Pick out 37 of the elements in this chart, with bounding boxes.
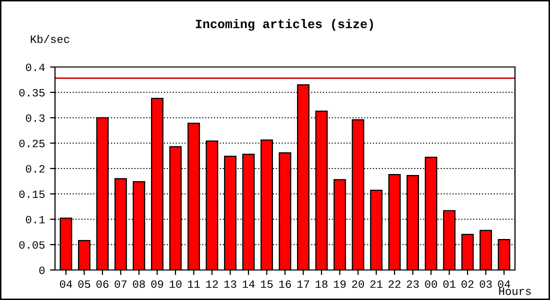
x-tick-label: 18 xyxy=(316,280,328,288)
x-tick-label: 22 xyxy=(388,280,400,288)
x-tick-label: 19 xyxy=(334,280,346,288)
x-tick-label: 09 xyxy=(151,280,164,288)
y-tick-label: 0.1 xyxy=(26,216,45,224)
x-tick-label: 00 xyxy=(425,280,438,288)
x-tick-label: 04 xyxy=(60,280,72,288)
x-tick-label: 07 xyxy=(114,280,127,288)
x-tick-label: 14 xyxy=(242,280,255,288)
x-tick-label: 06 xyxy=(96,280,108,288)
x-tick-label: 20 xyxy=(352,280,364,288)
y-tick-label: 0.4 xyxy=(26,64,45,72)
x-tick-label: 21 xyxy=(370,280,382,288)
x-tick-label: 16 xyxy=(279,280,291,288)
x-tick-label: 11 xyxy=(188,280,200,288)
y-tick-label: 0.35 xyxy=(19,88,45,97)
x-tick-label: 23 xyxy=(406,280,419,288)
y-tick-label: 0.25 xyxy=(19,140,45,148)
x-tick-label: 01 xyxy=(443,280,456,288)
x-tick-label: 05 xyxy=(78,280,90,288)
x-tick-label: 08 xyxy=(132,280,145,288)
y-tick-label: 0.3 xyxy=(26,114,45,122)
x-axis-title: Hours xyxy=(499,288,531,295)
x-tick-label: 17 xyxy=(297,280,310,288)
x-tick-label: 02 xyxy=(462,280,474,288)
y-tick-label: 0.15 xyxy=(19,190,45,198)
y-tick-label: 0.2 xyxy=(26,165,44,173)
x-tick-label: 13 xyxy=(224,280,236,288)
y-tick-label: 0 xyxy=(39,266,45,274)
y-tick-label: 0.05 xyxy=(19,241,45,249)
chart-title: Incoming articles (size) xyxy=(196,19,373,31)
x-tick-label: 10 xyxy=(170,280,182,288)
y-axis-title: Kb/sec xyxy=(30,34,70,43)
x-tick-label: 15 xyxy=(260,280,273,288)
x-tick-label: 12 xyxy=(206,280,218,288)
x-tick-label: 04 xyxy=(498,280,510,288)
x-tick-label: 03 xyxy=(480,280,492,288)
